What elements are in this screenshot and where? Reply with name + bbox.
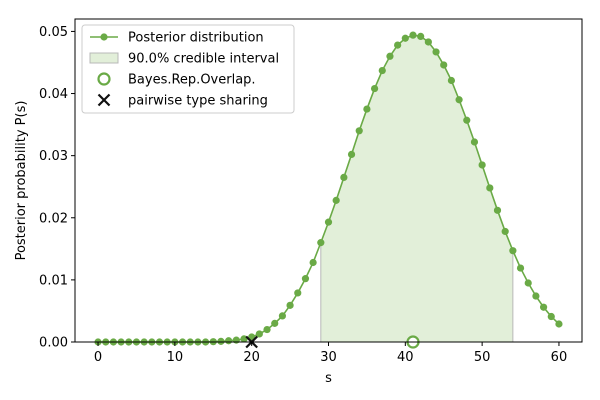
y-tick-label: 0.05	[39, 25, 68, 40]
posterior-point	[363, 105, 371, 113]
posterior-point	[232, 336, 240, 344]
posterior-point	[547, 312, 555, 321]
posterior-point	[355, 127, 363, 135]
posterior-point	[424, 38, 432, 46]
x-tick-label: 20	[243, 350, 260, 365]
x-tick-label: 40	[397, 350, 414, 365]
posterior-point	[532, 292, 540, 300]
posterior-point	[463, 116, 471, 124]
posterior-point	[378, 66, 386, 75]
x-tick-label: 50	[474, 350, 491, 365]
posterior-point	[370, 84, 379, 93]
posterior-point	[539, 303, 548, 311]
posterior-point	[432, 48, 440, 56]
x-tick-label: 0	[94, 350, 102, 365]
legend-label: Bayes.Rep.Overlap.	[128, 73, 256, 88]
x-axis-label: s	[325, 371, 332, 386]
posterior-point	[347, 150, 356, 159]
posterior-point	[263, 325, 271, 334]
legend: Posterior distribution 90.0% credible int…	[81, 24, 295, 114]
posterior-point	[255, 330, 263, 338]
x-tick-label: 10	[167, 350, 184, 365]
posterior-point	[278, 312, 287, 320]
legend-point-swatch	[100, 33, 108, 41]
posterior-point	[217, 337, 225, 345]
posterior-point	[555, 320, 563, 328]
y-tick-label: 0.04	[39, 87, 68, 102]
posterior-point	[447, 76, 456, 85]
x-tick-label: 60	[551, 350, 568, 365]
posterior-point	[317, 239, 325, 247]
posterior-point	[478, 161, 486, 169]
y-axis-label: Posterior probability P(s)	[14, 101, 29, 261]
posterior-point	[340, 173, 348, 181]
posterior-point	[516, 264, 525, 272]
legend-label: pairwise type sharing	[128, 94, 268, 109]
legend-item-bayes-rep-overlap: Bayes.Rep.Overlap.	[97, 72, 256, 88]
posterior-point	[301, 275, 310, 283]
posterior-point	[524, 279, 532, 287]
posterior-point	[509, 247, 517, 255]
posterior-point	[332, 196, 340, 204]
legend-item-pairwise-type-sharing: pairwise type sharing	[97, 93, 268, 109]
legend-patch-swatch	[89, 52, 119, 64]
posterior-point	[225, 337, 233, 345]
credible-interval-area	[320, 34, 514, 343]
posterior-point	[486, 184, 494, 192]
posterior-point	[324, 218, 333, 226]
posterior-point	[455, 96, 463, 104]
posterior-point	[394, 41, 402, 49]
y-tick-label: 0.01	[39, 273, 68, 288]
y-tick-label: 0.00	[39, 336, 68, 351]
plot-layer	[94, 31, 563, 349]
legend-item-credible-interval: 90.0% credible interval	[89, 52, 279, 67]
posterior-point	[271, 319, 279, 327]
posterior-point	[501, 227, 509, 236]
posterior-point	[309, 258, 317, 267]
legend-x-stroke	[97, 93, 111, 107]
axes-layer: 0 10 20 30 40 50 60 0.00 0.01 0.02 0.03 0.04 0.05	[39, 18, 583, 365]
posterior-point	[294, 289, 302, 297]
posterior-point	[470, 138, 479, 146]
legend-circle-swatch	[97, 72, 111, 86]
posterior-point	[286, 301, 294, 309]
posterior-point	[409, 31, 417, 39]
legend-label: Posterior distribution	[128, 31, 264, 46]
legend-label: 90.0% credible interval	[128, 52, 279, 67]
posterior-point	[417, 32, 425, 40]
legend-item-posterior: Posterior distribution	[90, 31, 264, 46]
posterior-point	[386, 52, 394, 60]
y-tick-label: 0.02	[39, 211, 68, 226]
posterior-point	[440, 61, 448, 69]
posterior-point	[493, 206, 502, 214]
posterior-point	[401, 34, 409, 42]
y-tick-label: 0.03	[39, 149, 68, 164]
legend-box	[81, 24, 295, 114]
x-tick-label: 30	[320, 350, 337, 365]
